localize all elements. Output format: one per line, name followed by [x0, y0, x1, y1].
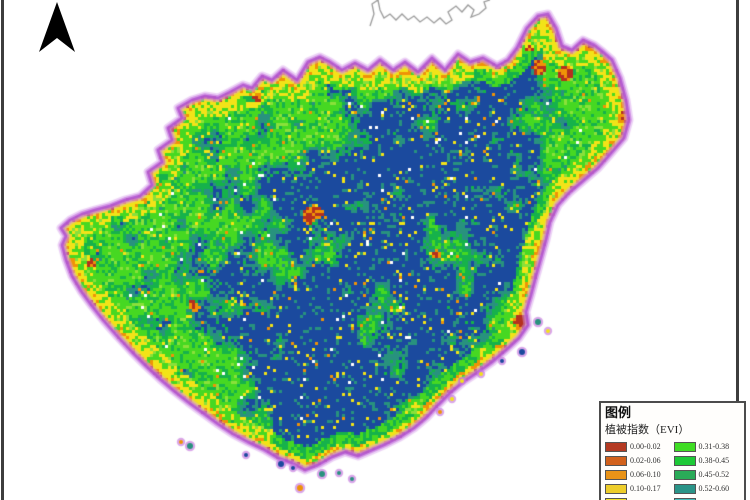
legend-swatch [673, 469, 696, 480]
legend-row-entry: 0.00-0.02 [605, 441, 672, 452]
legend-swatch [673, 441, 696, 452]
legend-swatch [605, 483, 627, 494]
legend-range-label: 0.10-0.17 [630, 484, 661, 493]
legend-row-entry: 0.02-0.06 [605, 455, 672, 466]
legend-range-label: 0.00-0.02 [630, 442, 661, 451]
legend-swatch [605, 497, 627, 500]
legend-range-label: 0.02-0.06 [630, 456, 661, 465]
legend-swatch [605, 455, 627, 466]
legend-range-label: 0.45-0.52 [698, 470, 730, 479]
legend-range-label: 0.38-0.45 [698, 456, 730, 465]
legend-swatch [673, 483, 696, 494]
legend-row-entry: 0.52-0.60 [673, 483, 741, 494]
legend-row-entry: 0.31-0.38 [673, 441, 741, 452]
legend-row-entry: 0.10-0.17 [605, 483, 672, 494]
legend-row-entry: 0.45-0.52 [673, 469, 741, 480]
legend-title: 图例 [605, 405, 632, 420]
legend-row-entry: 0.06-0.10 [605, 469, 672, 480]
map-frame-left [1, 0, 4, 500]
legend-swatch [673, 497, 696, 500]
legend-range-label: 0.31-0.38 [698, 442, 730, 451]
legend-row-entry [673, 497, 741, 500]
legend-subtitle: 植被指数（EVI） [605, 424, 690, 436]
legend-swatch [673, 455, 696, 466]
legend: 图例 植被指数（EVI） 0.00-0.02 0.31-0.38 0.02-0.06… [599, 401, 746, 500]
legend-range-label: 0.52-0.60 [698, 484, 730, 493]
legend-swatch [605, 469, 627, 480]
legend-swatch [605, 441, 627, 452]
legend-range-label: 0.06-0.10 [630, 470, 661, 479]
legend-row-entry: 0.38-0.45 [673, 455, 741, 466]
north-arrow-icon [39, 2, 75, 52]
legend-row-entry [605, 497, 672, 500]
map-frame-right [736, 0, 739, 500]
legend-grid: 0.00-0.02 0.31-0.38 0.02-0.06 0.38-0.45 0.06… [605, 441, 740, 500]
